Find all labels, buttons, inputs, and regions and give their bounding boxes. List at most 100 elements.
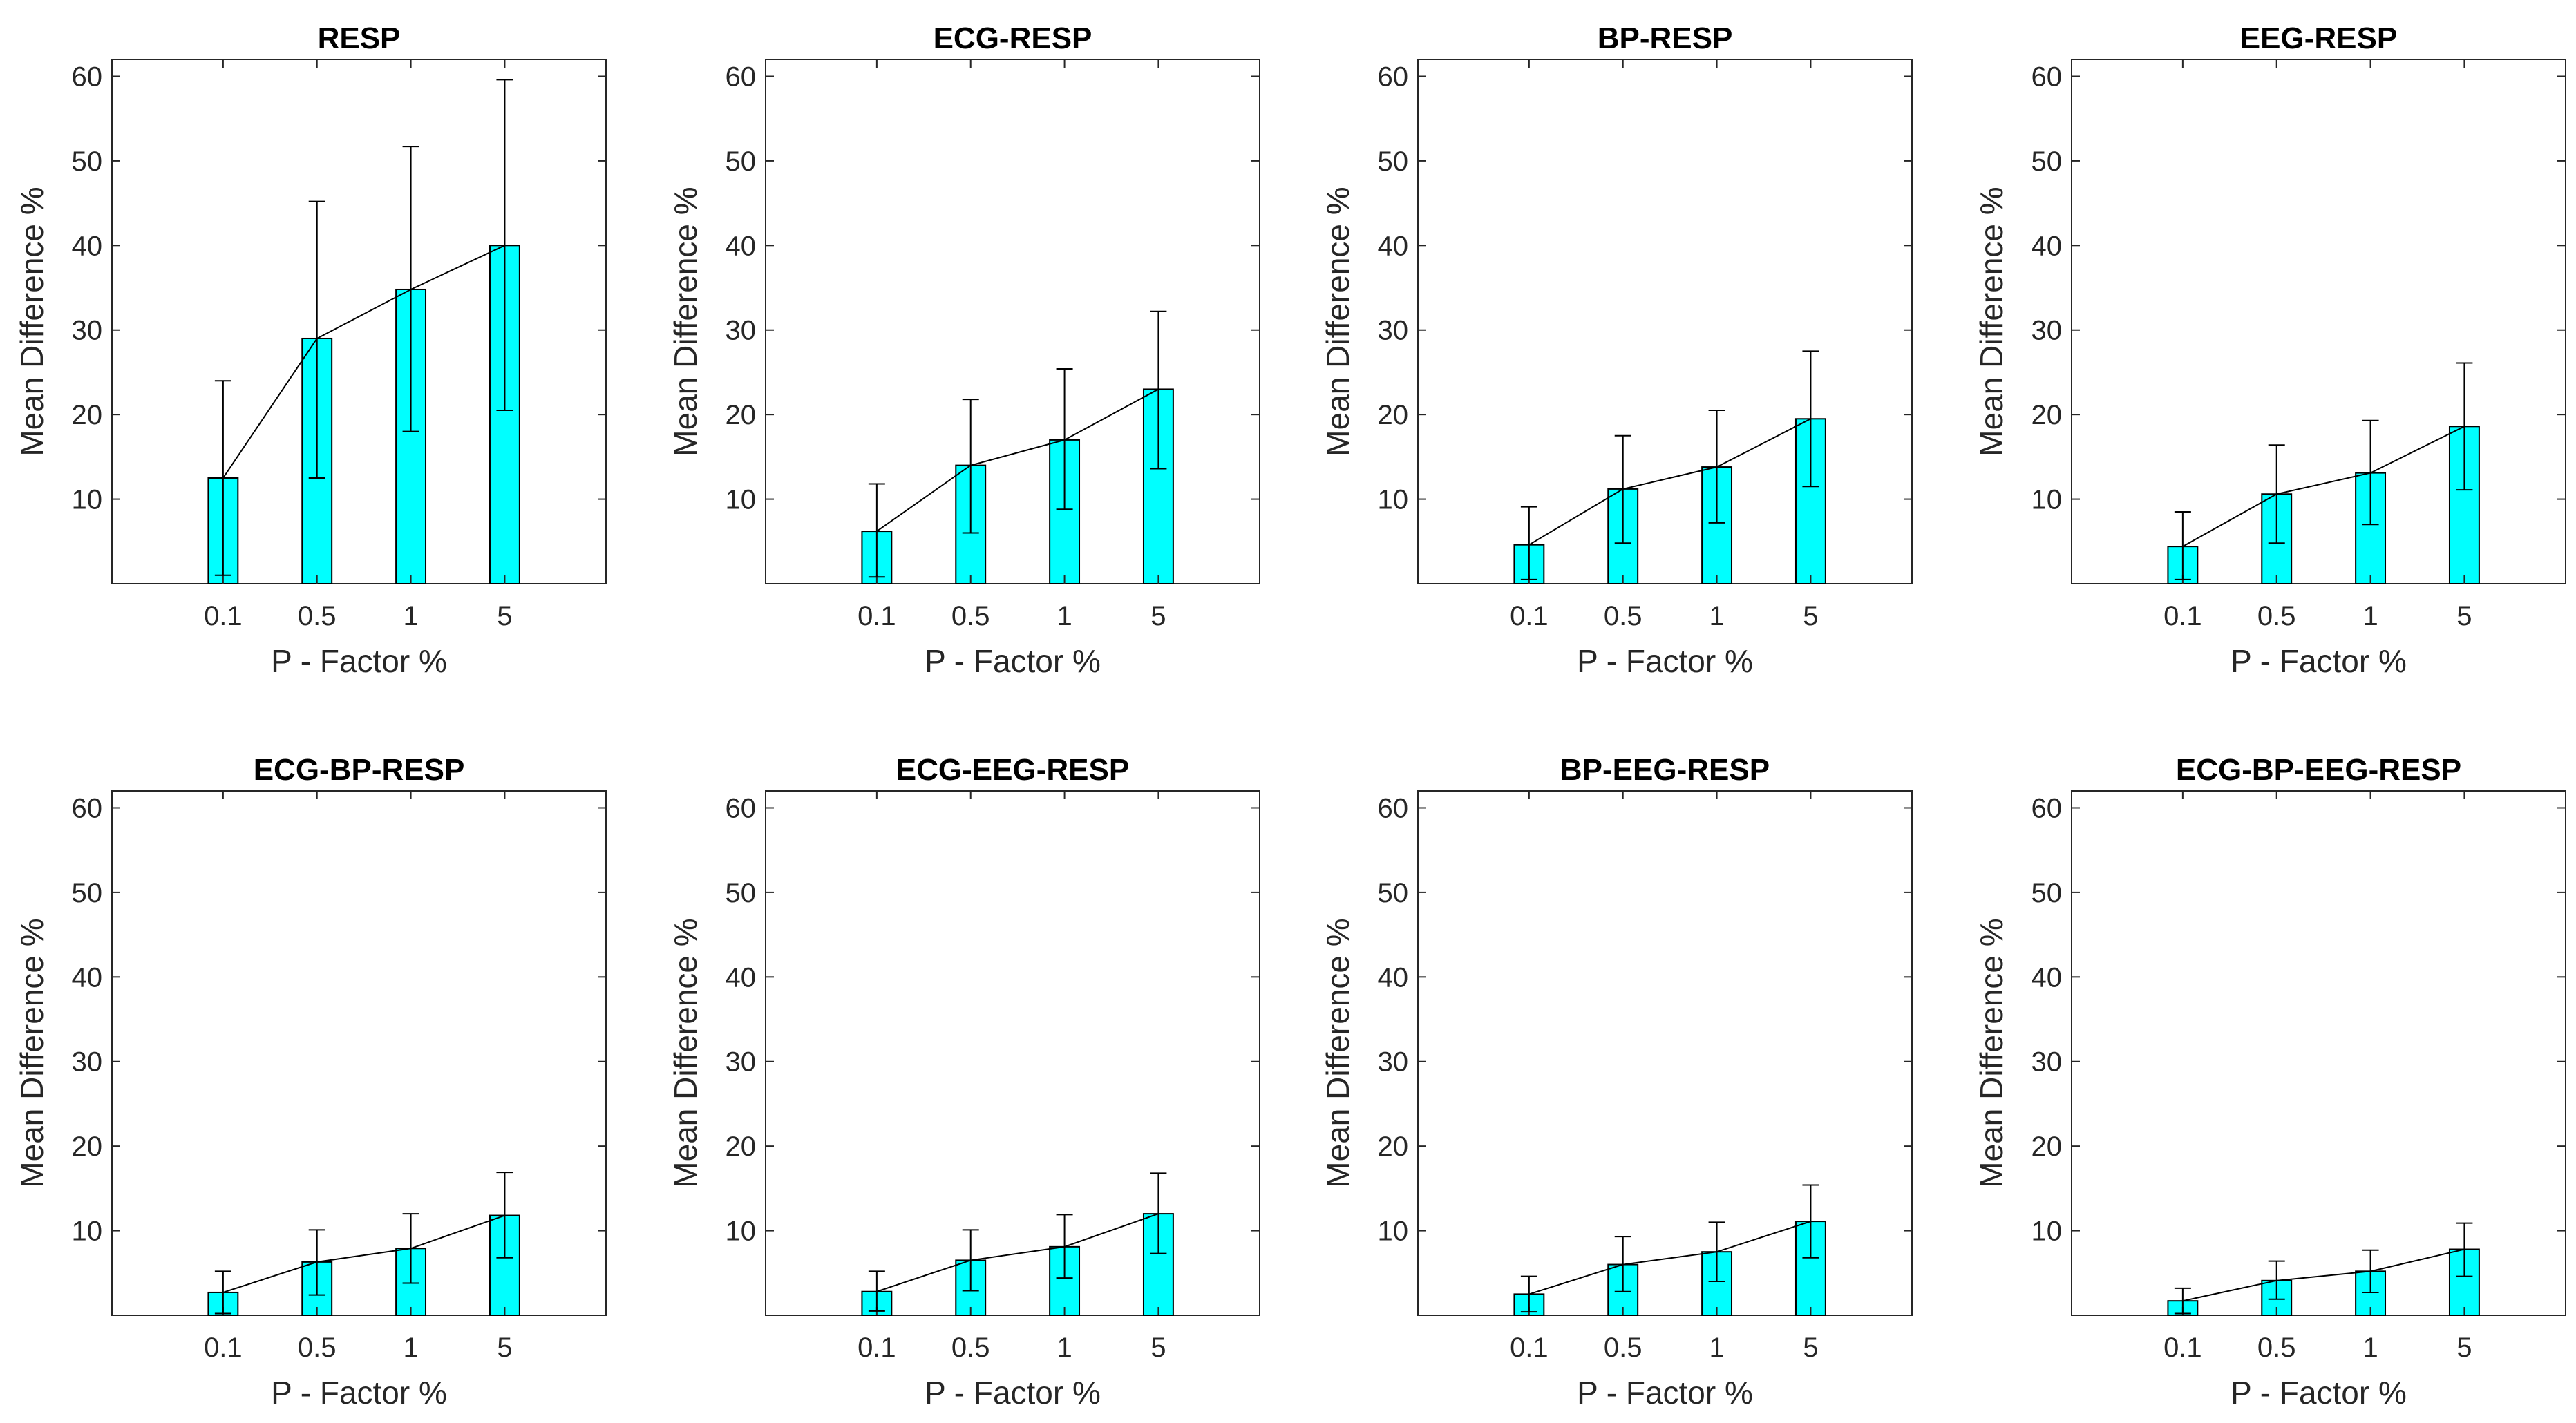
trend-line-5 bbox=[222, 1214, 505, 1293]
y-tick-label-7-4: 50 bbox=[1378, 878, 1409, 908]
x-axis-label-5: P - Factor % bbox=[271, 1375, 447, 1411]
y-tick-label-4-5: 60 bbox=[2032, 61, 2063, 92]
y-tick-label-6-2: 30 bbox=[726, 1047, 757, 1078]
x-tick-label-3-2: 1 bbox=[1709, 601, 1724, 631]
trend-line-4 bbox=[2182, 426, 2465, 548]
y-tick-label-7-3: 40 bbox=[1378, 962, 1409, 993]
y-tick-label-6-4: 50 bbox=[726, 878, 757, 908]
y-tick-label-6-5: 60 bbox=[726, 793, 757, 823]
chart-title-6: ECG-EEG-RESP bbox=[896, 753, 1129, 787]
y-tick-label-8-3: 40 bbox=[2032, 962, 2063, 993]
y-axis-label-3: Mean Difference % bbox=[1320, 187, 1356, 456]
trend-line-2 bbox=[876, 388, 1159, 532]
axes-box-5 bbox=[111, 790, 607, 1316]
x-tick-label-4-3: 5 bbox=[2456, 601, 2472, 631]
x-tick-label-7-0: 0.1 bbox=[1510, 1333, 1549, 1363]
axes-box-2 bbox=[765, 59, 1260, 584]
y-tick-label-3-1: 20 bbox=[1378, 400, 1409, 430]
y-tick-label-5-4: 50 bbox=[72, 878, 103, 908]
axes-box-3 bbox=[1417, 59, 1913, 584]
axes-box-8 bbox=[2071, 790, 2566, 1316]
x-tick-label-2-1: 0.5 bbox=[951, 601, 990, 631]
y-tick-label-6-1: 20 bbox=[726, 1131, 757, 1162]
trend-line-3 bbox=[1528, 418, 1811, 546]
y-axis-label-5: Mean Difference % bbox=[14, 918, 50, 1187]
y-tick-label-2-2: 30 bbox=[726, 316, 757, 346]
chart-panel-4: 10 20 30 40 50 60 0.1 0.5 1 5 EEG-RESP P - Factor %… bbox=[1973, 21, 2566, 679]
x-axis-label-7: P - Factor % bbox=[1577, 1375, 1753, 1411]
x-tick-label-5-3: 5 bbox=[497, 1333, 512, 1363]
x-tick-label-5-0: 0.1 bbox=[204, 1333, 243, 1363]
chart-panel-6: 10 20 30 40 50 60 0.1 0.5 1 5 ECG-EEG-RESP P - Fact… bbox=[667, 753, 1260, 1411]
x-tick-label-3-1: 0.5 bbox=[1604, 601, 1642, 631]
chart-title-7: BP-EEG-RESP bbox=[1560, 753, 1770, 787]
y-tick-label-8-5: 60 bbox=[2032, 793, 2063, 823]
x-tick-label-5-2: 1 bbox=[403, 1333, 418, 1363]
x-tick-label-7-2: 1 bbox=[1709, 1333, 1724, 1363]
y-tick-label-2-0: 10 bbox=[726, 485, 757, 515]
x-tick-label-2-0: 0.1 bbox=[858, 601, 896, 631]
y-tick-label-5-0: 10 bbox=[72, 1216, 103, 1247]
y-tick-label-7-0: 10 bbox=[1378, 1216, 1409, 1247]
x-tick-label-1-0: 0.1 bbox=[204, 601, 243, 631]
x-axis-label-1: P - Factor % bbox=[271, 643, 447, 679]
x-tick-label-4-0: 0.1 bbox=[2163, 601, 2202, 631]
chart-title-4: EEG-RESP bbox=[2240, 21, 2397, 55]
x-axis-label-8: P - Factor % bbox=[2231, 1375, 2407, 1411]
chart-panel-1: 10 20 30 40 50 60 0.1 0.5 1 5 RESP P - Factor % Mean… bbox=[14, 21, 607, 679]
trend-line-6 bbox=[876, 1213, 1159, 1292]
y-tick-label-2-5: 60 bbox=[726, 61, 757, 92]
y-tick-label-4-1: 20 bbox=[2032, 400, 2063, 430]
y-tick-label-1-4: 50 bbox=[72, 146, 103, 177]
x-tick-label-4-1: 0.5 bbox=[2257, 601, 2296, 631]
y-tick-label-4-2: 30 bbox=[2032, 316, 2063, 346]
y-tick-label-2-1: 20 bbox=[726, 400, 757, 430]
y-axis-label-1: Mean Difference % bbox=[14, 187, 50, 456]
y-tick-label-8-1: 20 bbox=[2032, 1131, 2063, 1162]
y-tick-label-1-3: 40 bbox=[72, 231, 103, 261]
y-tick-label-5-1: 20 bbox=[72, 1131, 103, 1162]
y-tick-label-6-0: 10 bbox=[726, 1216, 757, 1247]
y-tick-label-8-2: 30 bbox=[2032, 1047, 2063, 1078]
y-tick-label-3-5: 60 bbox=[1378, 61, 1409, 92]
x-tick-label-1-1: 0.5 bbox=[298, 601, 337, 631]
axes-box-4 bbox=[2071, 59, 2566, 584]
y-axis-label-6: Mean Difference % bbox=[667, 918, 703, 1187]
x-axis-label-4: P - Factor % bbox=[2231, 643, 2407, 679]
y-tick-label-8-4: 50 bbox=[2032, 878, 2063, 908]
y-axis-label-4: Mean Difference % bbox=[1973, 187, 2009, 456]
axes-box-1 bbox=[111, 59, 607, 584]
trend-line-1 bbox=[222, 245, 505, 479]
x-tick-label-6-3: 5 bbox=[1150, 1333, 1166, 1363]
x-axis-label-2: P - Factor % bbox=[925, 643, 1101, 679]
chart-title-2: ECG-RESP bbox=[934, 21, 1092, 55]
y-axis-label-7: Mean Difference % bbox=[1320, 918, 1356, 1187]
x-tick-label-2-2: 1 bbox=[1057, 601, 1072, 631]
y-tick-label-4-3: 40 bbox=[2032, 231, 2063, 261]
chart-title-8: ECG-BP-EEG-RESP bbox=[2176, 753, 2461, 787]
x-tick-label-1-2: 1 bbox=[403, 601, 418, 631]
y-tick-label-1-1: 20 bbox=[72, 400, 103, 430]
x-tick-label-3-0: 0.1 bbox=[1510, 601, 1549, 631]
x-tick-label-8-1: 0.5 bbox=[2257, 1333, 2296, 1363]
y-tick-label-3-4: 50 bbox=[1378, 146, 1409, 177]
y-tick-label-1-0: 10 bbox=[72, 485, 103, 515]
chart-panel-2: 10 20 30 40 50 60 0.1 0.5 1 5 ECG-RESP P - Factor %… bbox=[667, 21, 1260, 679]
y-tick-label-5-2: 30 bbox=[72, 1047, 103, 1078]
y-tick-label-3-0: 10 bbox=[1378, 485, 1409, 515]
x-tick-label-7-1: 0.5 bbox=[1604, 1333, 1642, 1363]
y-tick-label-1-2: 30 bbox=[72, 316, 103, 346]
x-tick-label-6-2: 1 bbox=[1057, 1333, 1072, 1363]
trend-line-8 bbox=[2182, 1248, 2465, 1302]
y-tick-label-3-3: 40 bbox=[1378, 231, 1409, 261]
y-tick-label-2-4: 50 bbox=[726, 146, 757, 177]
y-tick-label-2-3: 40 bbox=[726, 231, 757, 261]
y-tick-label-7-1: 20 bbox=[1378, 1131, 1409, 1162]
x-tick-label-5-1: 0.5 bbox=[298, 1333, 337, 1363]
x-tick-label-8-2: 1 bbox=[2362, 1333, 2378, 1363]
x-tick-label-8-3: 5 bbox=[2456, 1333, 2472, 1363]
axes-box-7 bbox=[1417, 790, 1913, 1316]
chart-title-3: BP-RESP bbox=[1598, 21, 1733, 55]
x-axis-label-6: P - Factor % bbox=[925, 1375, 1101, 1411]
